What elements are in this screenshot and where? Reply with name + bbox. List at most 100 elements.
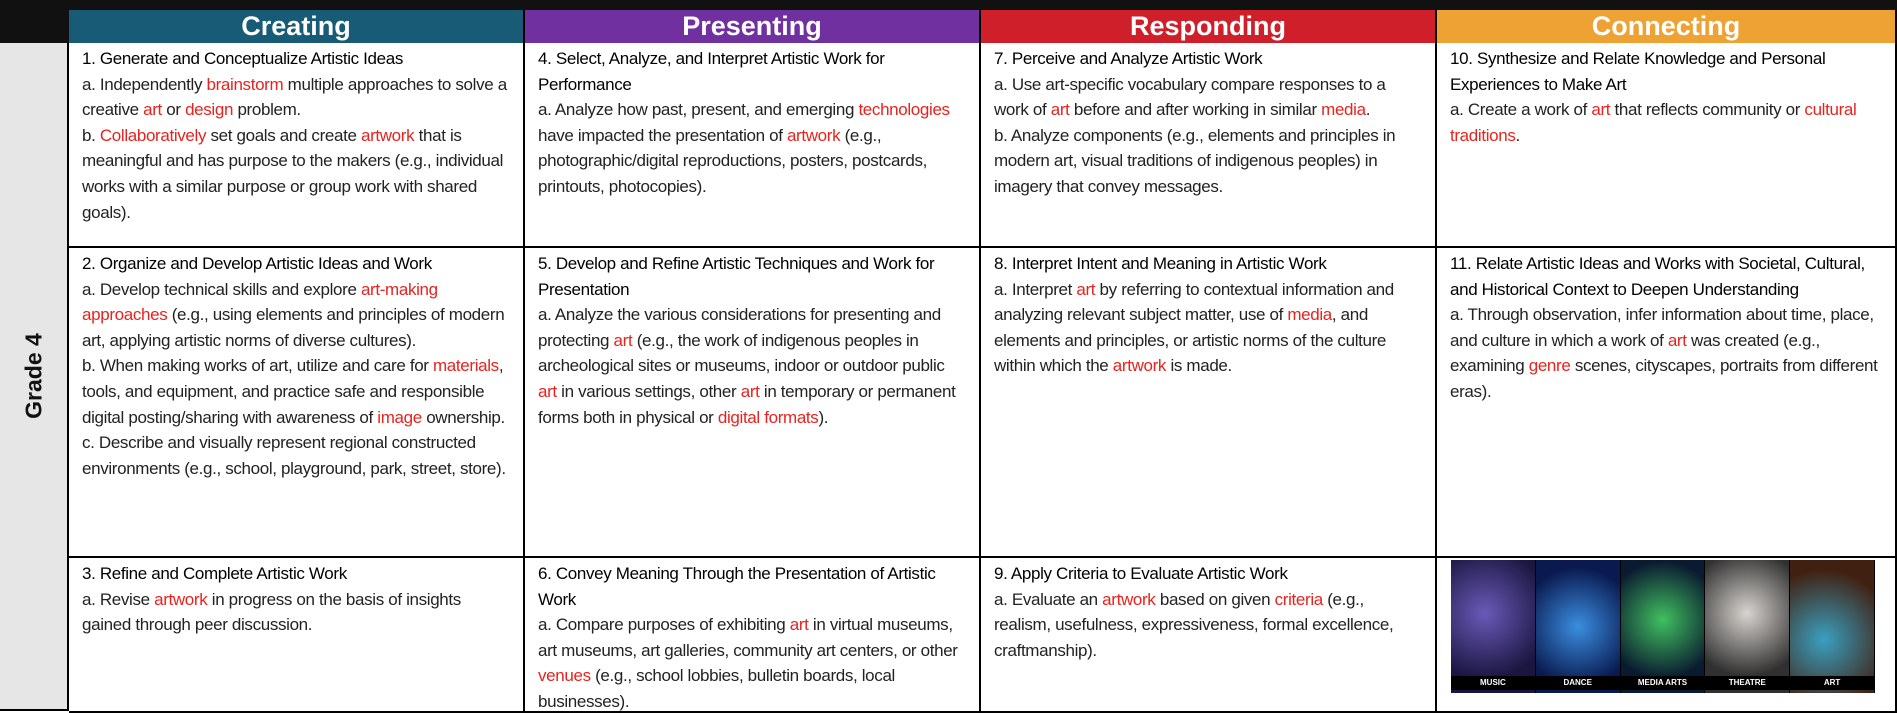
image-panel: DANCE	[1535, 560, 1620, 693]
text-run: (e.g., photographic/digital reproduction…	[538, 125, 927, 196]
highlight-term: art-making approaches	[82, 279, 438, 325]
standard-title: 2. Organize and Develop Artistic Ideas a…	[82, 254, 432, 273]
standard-text: a. Analyze how past, present, and emergi…	[538, 97, 967, 199]
table-cell: 5. Develop and Refine Artistic Technique…	[525, 248, 981, 558]
text-run: or	[161, 100, 186, 120]
text-run: before and after working in similar	[1069, 100, 1322, 120]
table-cell: 3. Refine and Complete Artistic Work a. R…	[69, 558, 525, 713]
text-run: a. Through observation, infer informatio…	[1450, 305, 1874, 350]
standard-text: b. Collaboratively set goals and create …	[82, 123, 511, 225]
table-cell: 9. Apply Criteria to Evaluate Artistic W…	[981, 558, 1437, 713]
text-run: (e.g., school lobbies, bulletin boards, …	[538, 666, 895, 711]
table-cell: 8. Interpret Intent and Meaning in Artis…	[981, 248, 1437, 558]
highlight-term: art	[1667, 330, 1687, 350]
text-run: (e.g., the work of indigenous peoples in…	[538, 330, 945, 376]
standard-text: a. Interpret art by referring to context…	[994, 277, 1423, 379]
highlight-term: art	[613, 330, 633, 350]
highlight-term: venues	[538, 666, 591, 686]
standard-title: 10. Synthesize and Relate Knowledge and …	[1450, 49, 1826, 94]
text-run: multiple approaches to solve a creative	[82, 74, 507, 120]
highlight-term: brainstorm	[206, 74, 284, 94]
text-run: was created (e.g., examining	[1450, 330, 1820, 376]
standard-title: 11. Relate Artistic Ideas and Works with…	[1450, 254, 1865, 299]
text-run: a. Compare purposes of exhibiting	[538, 615, 790, 635]
text-run: b. When making works of art, utilize and…	[82, 356, 433, 376]
row-label-column: Grade 4	[0, 43, 69, 711]
standard-text: c. Describe and visually represent regio…	[82, 430, 511, 481]
standard-title: 6. Convey Meaning Through the Presentati…	[538, 564, 936, 609]
highlight-term: art	[1076, 279, 1096, 299]
text-run: is made.	[1166, 356, 1232, 376]
highlight-term: Collaboratively	[99, 125, 207, 145]
table-cell: 7. Perceive and Analyze Artistic Work a. …	[981, 43, 1437, 248]
standard-title: 9. Apply Criteria to Evaluate Artistic W…	[994, 564, 1288, 583]
image-panel: ART	[1790, 560, 1874, 693]
text-run: c. Describe and visually represent regio…	[82, 433, 506, 478]
text-run: a. Interpret	[994, 279, 1077, 299]
text-run: have impacted the presentation of	[538, 125, 787, 145]
text-run: a. Independently	[82, 74, 207, 94]
standard-text: b. Analyze components (e.g., elements an…	[994, 123, 1423, 200]
arts-image: MUSIC DANCE MEDIA ARTS THEATRE ART	[1451, 560, 1875, 693]
table-cell: 1. Generate and Conceptualize Artistic I…	[69, 43, 525, 248]
text-run: b.	[82, 125, 100, 145]
highlight-term: technologies	[858, 100, 950, 120]
text-run: problem.	[233, 100, 301, 120]
text-run: .	[1515, 125, 1520, 145]
image-caption: MUSIC	[1451, 676, 1535, 690]
text-run: a. Analyze how past, present, and emergi…	[538, 100, 859, 120]
standard-text: a. Revise artwork in progress on the bas…	[82, 587, 511, 638]
standard-title: 1. Generate and Conceptualize Artistic I…	[82, 49, 404, 68]
text-run: ).	[818, 407, 829, 427]
highlight-term: cultural traditions	[1450, 100, 1857, 145]
highlight-term: artwork	[786, 125, 841, 145]
standard-text: a. Analyze the various considerations fo…	[538, 302, 967, 430]
text-run: a. Use art-specific vocabulary compare r…	[994, 74, 1386, 120]
highlight-term: media	[1287, 305, 1332, 325]
corner	[0, 0, 69, 43]
table-cell: 10. Synthesize and Relate Knowledge and …	[1437, 43, 1897, 248]
image-caption: THEATRE	[1705, 676, 1790, 690]
text-run: a. Revise	[82, 589, 155, 609]
text-run: a. Evaluate an	[994, 589, 1103, 609]
highlight-term: art	[1591, 100, 1611, 120]
text-run: in temporary or permanent forms both in …	[538, 381, 956, 427]
image-panel: MEDIA ARTS	[1620, 560, 1705, 693]
top-strip	[69, 0, 1897, 10]
highlight-term: artwork	[1102, 589, 1156, 609]
text-run: a. Create a work of	[1450, 100, 1592, 120]
standard-title: 4. Select, Analyze, and Interpret Artist…	[538, 49, 885, 94]
highlight-term: media	[1321, 100, 1366, 120]
text-run: based on given	[1155, 589, 1275, 609]
highlight-term: digital formats	[717, 407, 819, 427]
highlight-term: design	[185, 100, 234, 120]
column-header: Responding	[981, 10, 1437, 43]
highlight-term: artwork	[154, 589, 208, 609]
column-header: Creating	[69, 10, 525, 43]
text-run: by referring to contextual information a…	[994, 279, 1394, 325]
highlight-term: materials	[433, 356, 499, 376]
text-run: (e.g., realism, usefulness, expressivene…	[994, 589, 1394, 660]
standard-title: 7. Perceive and Analyze Artistic Work	[994, 49, 1263, 68]
image-panel: MUSIC	[1451, 560, 1535, 693]
text-run: , tools, and equipment, and practice saf…	[82, 356, 504, 427]
highlight-term: genre	[1528, 356, 1571, 376]
text-run: that is meaningful and has purpose to th…	[82, 125, 504, 222]
highlight-term: art	[789, 615, 809, 635]
image-caption: DANCE	[1535, 676, 1620, 690]
column-header: Connecting	[1437, 10, 1897, 43]
table-cell: MUSIC DANCE MEDIA ARTS THEATRE ART	[1437, 558, 1897, 713]
table-cell: 11. Relate Artistic Ideas and Works with…	[1437, 248, 1897, 558]
column-header: Presenting	[525, 10, 981, 43]
standard-title: 8. Interpret Intent and Meaning in Artis…	[994, 254, 1327, 273]
text-run: ownership.	[421, 407, 505, 427]
standard-text: a. Create a work of art that reflects co…	[1450, 97, 1883, 148]
standard-text: a. Independently brainstorm multiple app…	[82, 72, 511, 123]
highlight-term: art	[1050, 100, 1070, 120]
standard-title: 5. Develop and Refine Artistic Technique…	[538, 254, 935, 299]
text-run: (e.g., using elements and principles of …	[82, 305, 505, 350]
text-run: that reflects community or	[1610, 100, 1805, 120]
standard-text: a. Use art-specific vocabulary compare r…	[994, 72, 1423, 123]
highlight-term: art	[143, 100, 162, 120]
